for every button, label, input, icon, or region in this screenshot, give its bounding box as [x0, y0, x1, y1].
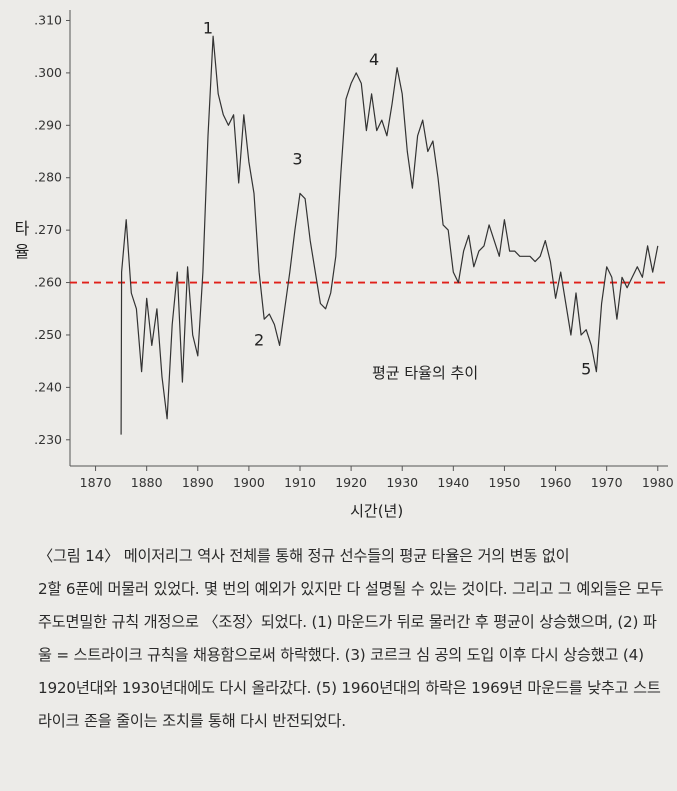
x-tick-label: 1950 [489, 475, 521, 490]
x-tick-label: 1910 [284, 475, 316, 490]
caption-body: 2할 6푼에 머물러 있었다. 몇 번의 예외가 있지만 다 설명될 수 있는 … [38, 580, 664, 730]
x-tick-label: 1890 [182, 475, 214, 490]
y-tick-label: .290 [34, 117, 62, 132]
y-tick-label: .260 [34, 275, 62, 290]
point-label: 4 [369, 50, 379, 69]
y-tick-label: .280 [34, 170, 62, 185]
x-axis-label: 시간(년) [350, 502, 403, 520]
x-tick-labels: 1870 1880 1890 1900 1910 1920 1930 1940 1950 1960… [80, 475, 674, 490]
axes [66, 10, 668, 471]
point-label: 5 [581, 359, 591, 378]
chart-annotation: 평균 타율의 추이 [372, 364, 478, 382]
x-tick-label: 1980 [642, 475, 674, 490]
y-tick-label: .230 [34, 432, 62, 447]
series-line-batting-average [120, 35, 659, 435]
point-label: 2 [254, 330, 264, 349]
x-tick-label: 1960 [540, 475, 572, 490]
point-labels: 1 2 3 4 5 [203, 19, 591, 379]
y-tick-label: .250 [34, 327, 62, 342]
batting-average-chart: .310 .300 .290 .280 .270 .260 .250 .240 .230 187… [15, 10, 674, 520]
caption-lead: 〈그림 14〉 메이저리그 역사 전체를 통해 정규 선수들의 평균 타율은 거… [38, 547, 570, 565]
y-tick-label: .270 [34, 222, 62, 237]
y-tick-label: .310 [34, 12, 62, 27]
x-tick-label: 1940 [437, 475, 469, 490]
x-tick-label: 1930 [386, 475, 418, 490]
figure-caption: 〈그림 14〉 메이저리그 역사 전체를 통해 정규 선수들의 평균 타율은 거… [38, 540, 664, 738]
point-label: 3 [292, 150, 302, 169]
y-axis-label-char-2: 율 [15, 242, 30, 261]
x-tick-label: 1900 [233, 475, 265, 490]
y-tick-label: .300 [34, 65, 62, 80]
x-tick-label: 1970 [591, 475, 623, 490]
y-tick-labels: .310 .300 .290 .280 .270 .260 .250 .240 .230 [34, 12, 62, 446]
x-tick-label: 1870 [80, 475, 112, 490]
y-tick-label: .240 [34, 379, 62, 394]
chart-area: .310 .300 .290 .280 .270 .260 .250 .240 .230 187… [15, 10, 674, 520]
y-axis-label-char-1: 타 [15, 219, 30, 238]
x-tick-label: 1880 [131, 475, 163, 490]
point-label: 1 [203, 19, 213, 38]
x-tick-label: 1920 [335, 475, 367, 490]
